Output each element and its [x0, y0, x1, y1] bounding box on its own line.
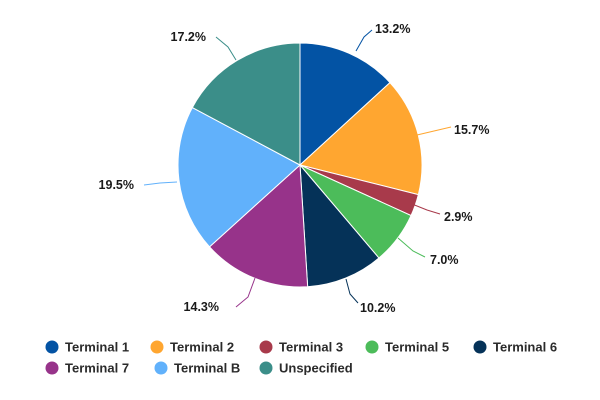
leader-line-terminal-2: [416, 126, 452, 136]
leader-line-terminal-7: [235, 277, 256, 308]
legend-swatch-terminal-5: [365, 340, 379, 354]
legend-item-terminal-2[interactable]: Terminal 2: [150, 340, 235, 355]
legend-label-terminal-5: Terminal 5: [385, 340, 449, 355]
leader-line-terminal-b: [143, 181, 178, 186]
leader-line-terminal-6: [345, 278, 359, 304]
data-label-terminal-3: 2.9%: [444, 210, 473, 224]
pie-slice-unspecified: [191, 42, 301, 166]
data-label-terminal-5: 7.0%: [430, 253, 459, 267]
legend-swatch-terminal-7: [45, 361, 59, 375]
legend-swatch-terminal-1: [45, 340, 59, 354]
leader-line-terminal-1: [355, 29, 373, 52]
data-label-terminal-2: 15.7%: [454, 123, 489, 137]
legend-swatch-terminal-3: [259, 340, 273, 354]
legend-item-terminal-1[interactable]: Terminal 1: [45, 340, 130, 355]
pie-slice-terminal-b: [177, 106, 301, 248]
legend-item-unspecified[interactable]: Unspecified: [259, 361, 353, 376]
leader-line-terminal-5: [397, 237, 426, 258]
legend-swatch-terminal-6: [473, 340, 487, 354]
legend-swatch-terminal-2: [150, 340, 164, 354]
legend-item-terminal-3[interactable]: Terminal 3: [259, 340, 344, 355]
legend-label-terminal-2: Terminal 2: [170, 340, 234, 355]
slices-layer: [177, 42, 423, 288]
legend-item-terminal-7[interactable]: Terminal 7: [45, 361, 130, 376]
legend-item-terminal-6[interactable]: Terminal 6: [473, 340, 558, 355]
data-labels-layer: 13.2% 15.7% 2.9% 7.0% 10.2% 14.3% 19.5% 17.2%: [99, 22, 490, 315]
leader-line-unspecified: [215, 36, 237, 61]
legend-swatch-unspecified: [259, 361, 273, 375]
legend: Terminal 1 Terminal 2 Terminal 3 Terminal 5…: [45, 340, 558, 376]
legend-label-terminal-6: Terminal 6: [493, 340, 557, 355]
legend-swatch-terminal-b: [154, 361, 168, 375]
legend-item-terminal-5[interactable]: Terminal 5: [365, 340, 450, 355]
legend-label-terminal-b: Terminal B: [174, 361, 240, 376]
data-label-unspecified: 17.2%: [171, 30, 206, 44]
legend-label-unspecified: Unspecified: [279, 361, 353, 376]
pie-slice-terminal-7: [208, 163, 309, 288]
data-label-terminal-7: 14.3%: [184, 300, 219, 314]
legend-label-terminal-3: Terminal 3: [279, 340, 343, 355]
data-label-terminal-b: 19.5%: [99, 178, 134, 192]
leader-lines-layer: [143, 29, 452, 308]
legend-label-terminal-7: Terminal 7: [65, 361, 129, 376]
legend-label-terminal-1: Terminal 1: [65, 340, 129, 355]
leader-line-terminal-3: [411, 203, 441, 215]
pie-slice-terminal-6: [299, 163, 380, 288]
legend-item-terminal-b[interactable]: Terminal B: [154, 361, 241, 376]
data-label-terminal-1: 13.2%: [375, 22, 410, 36]
data-label-terminal-6: 10.2%: [360, 301, 395, 315]
pie-slice-terminal-1: [299, 42, 391, 167]
